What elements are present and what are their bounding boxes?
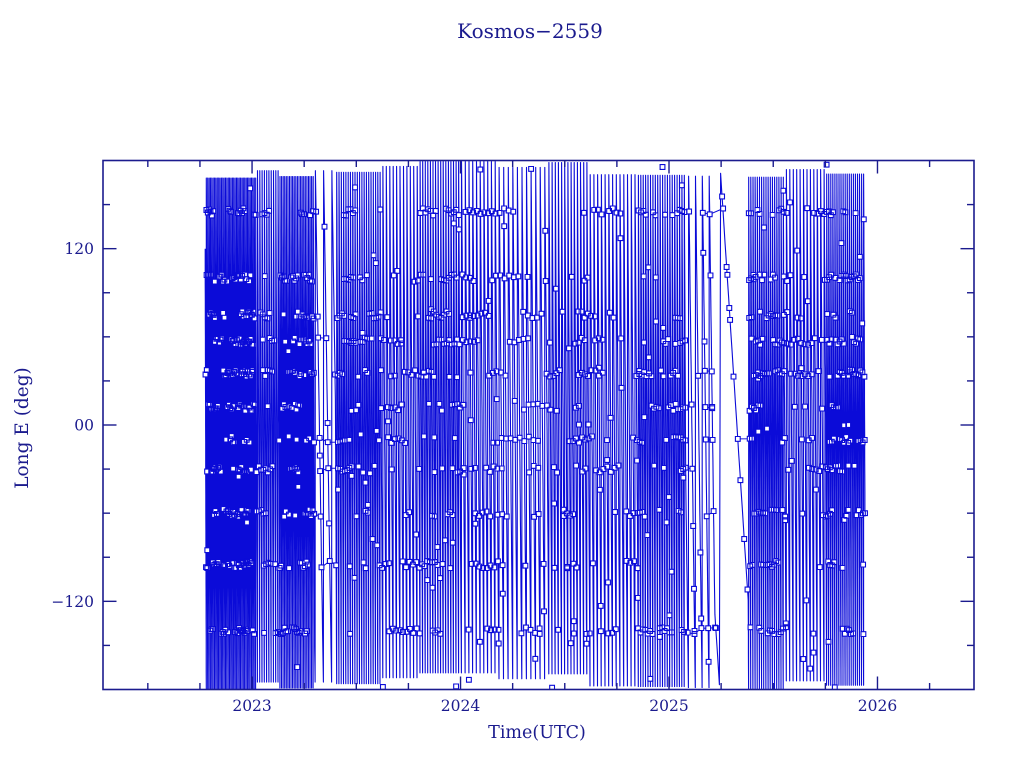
axis-layer: 2023 2024 2025 2026 120 00 −120 [51, 159, 975, 715]
observation-markers [202, 161, 868, 690]
y-tick-label: 120 [64, 240, 94, 258]
plot-title: Kosmos−2559 [457, 19, 603, 43]
x-tick-label: 2026 [858, 697, 897, 715]
y-tick-label: −120 [51, 593, 94, 611]
x-axis-label: Time(UTC) [488, 723, 586, 743]
track-curve [204, 160, 866, 690]
x-tick-label: 2025 [649, 697, 688, 715]
x-tick-label: 2023 [232, 697, 271, 715]
x-tick-label: 2024 [441, 697, 481, 715]
y-axis-label: Long E (deg) [12, 367, 33, 489]
data-layer [202, 160, 868, 690]
y-tick-label: 00 [74, 417, 94, 435]
